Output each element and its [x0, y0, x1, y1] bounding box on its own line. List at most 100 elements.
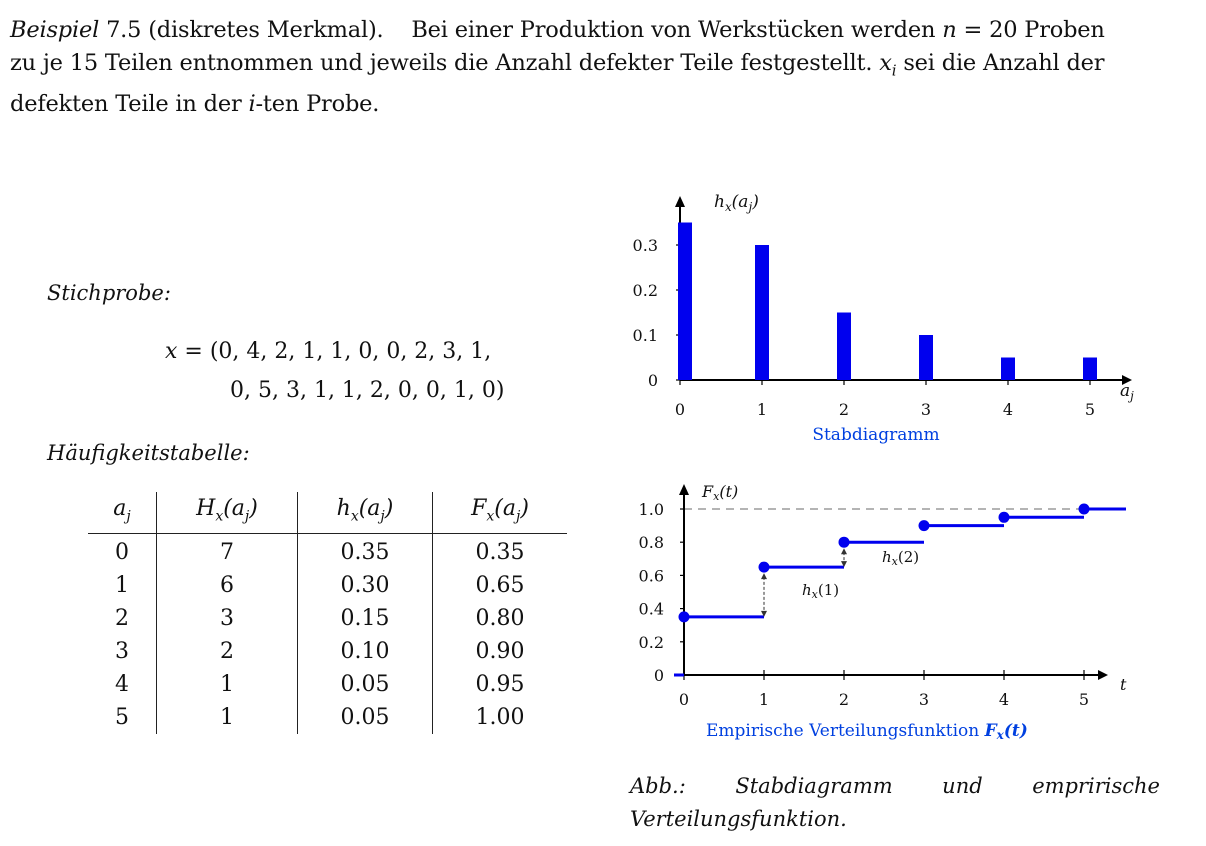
step-point [838, 536, 850, 548]
xi-variable: x [879, 50, 892, 76]
y-axis-label: hx(aj) [714, 192, 759, 214]
xi-subscript: i [891, 61, 897, 80]
table-row: 5 1 0.05 1.00 [88, 701, 567, 735]
annotation-hx-1: hx(1) [802, 581, 839, 601]
table-heading: Häufigkeitstabelle: [47, 441, 250, 465]
table-cell: 1 [88, 569, 157, 603]
step-point [678, 611, 690, 623]
y-tick-label: 0 [648, 371, 658, 390]
y-axis-arrow-icon [679, 484, 689, 495]
table-cell: 3 [88, 635, 157, 669]
annotation-hx-2: hx(2) [882, 548, 919, 568]
x-tick-label: 0 [679, 690, 689, 709]
table-cell: 0 [88, 533, 157, 570]
table-cell: 0.95 [475, 672, 525, 698]
y-axis-label: Fx(t) [701, 482, 738, 503]
bar [919, 335, 933, 380]
bar-chart: 0 0.1 0.2 0.3 0 1 2 3 4 5 hx(aj) aj Stabdiagramm [633, 192, 1135, 445]
x-tick-label: 5 [1079, 690, 1089, 709]
caption-word-1: Abb.: [630, 774, 686, 798]
table-cell: 1 [156, 701, 298, 735]
bar [1001, 357, 1015, 380]
jump-arrow-icon [841, 561, 847, 568]
col-header-hx: hx(aj) [297, 492, 433, 535]
x-tick-label: 1 [757, 400, 767, 419]
sample-heading: Stichprobe: [47, 281, 171, 305]
step-point [1078, 503, 1090, 515]
example-label: Beispiel [10, 17, 100, 43]
jump-arrow-icon [761, 573, 767, 580]
x-tick-label: 4 [1003, 400, 1013, 419]
example-subtitle: (diskretes Merkmal). [148, 17, 384, 43]
x-axis-arrow-icon [1098, 670, 1108, 680]
table-cell: 5 [88, 701, 157, 735]
x-tick-label: 1 [759, 690, 769, 709]
table-cell: 0.05 [297, 668, 433, 702]
table-cell: 3 [156, 602, 298, 636]
table-cell: 0.90 [475, 639, 525, 665]
table-row: 1 6 0.30 0.65 [88, 569, 567, 603]
x-tick-label: 3 [921, 400, 931, 419]
jump-arrow-icon [761, 610, 767, 617]
x-tick-label: 2 [839, 400, 849, 419]
x-tick-label: 5 [1085, 400, 1095, 419]
table-cell: 0.80 [475, 606, 525, 632]
table-cell: 0.05 [297, 701, 433, 735]
y-tick-label: 0.2 [633, 281, 658, 300]
table-cell: 2 [156, 635, 298, 669]
table-cell: 0.30 [297, 569, 433, 603]
col-header-aj: aj [88, 492, 157, 535]
example-number: 7.5 [106, 17, 142, 43]
x-tick-label: 0 [675, 400, 685, 419]
intro-text-4: defekten Teile in der [10, 90, 249, 117]
step-chart: 0 0.2 0.4 0.6 0.8 1.0 0 1 2 3 4 5 hx(1) hx(2) Fx(t) t Em… [639, 482, 1127, 742]
step-point [758, 561, 770, 573]
y-tick-label: 0.3 [633, 236, 658, 255]
table-cell: 7 [156, 533, 298, 570]
frequency-table: aj Hx(aj) hx(aj) Fx(aj) 0 7 0.35 0.35 1 6 0.30… [88, 492, 567, 735]
table-cell: 0.65 [475, 573, 525, 599]
jump-arrow-icon [841, 548, 847, 555]
table-body: 0 7 0.35 0.35 1 6 0.30 0.65 2 3 0.15 0.80 3 2 0.10 0.90… [88, 533, 567, 735]
y-tick-label: 0.8 [639, 533, 664, 552]
table-row: 0 7 0.35 0.35 [88, 533, 567, 570]
table-cell: 0.15 [297, 602, 433, 636]
sample-line-1: x = (0, 4, 2, 1, 1, 0, 0, 2, 3, 1, [165, 339, 492, 364]
sample-line-2: 0, 5, 3, 1, 1, 2, 0, 0, 1, 0) [230, 378, 505, 403]
table-cell: 6 [156, 569, 298, 603]
x-tick-label: 2 [839, 690, 849, 709]
step-point [918, 520, 930, 532]
bar [837, 312, 851, 380]
table-cell: 2 [88, 602, 157, 636]
caption-line-2: Verteilungsfunktion. [630, 807, 847, 831]
step-point [998, 511, 1010, 523]
intro-text-1: Bei einer Produktion von Werkstücken wer… [411, 17, 943, 43]
intro-text-3: sei die Anzahl der [896, 50, 1105, 76]
x-tick-label: 3 [919, 690, 929, 709]
col-header-Fx: Fx(aj) [432, 492, 567, 535]
caption-word-4: emprirische [1032, 774, 1160, 798]
caption-word-2: Stabdiagramm [735, 774, 893, 798]
table-row: 2 3 0.15 0.80 [88, 602, 567, 636]
table-cell: 1.00 [475, 705, 525, 731]
intro-text-5: -ten Probe. [255, 90, 380, 117]
figure-caption: Abb.: Stabdiagramm und emprirische Verte… [630, 770, 1160, 836]
bar-chart-title: Stabdiagramm [812, 425, 939, 445]
y-tick-label: 0.6 [639, 566, 664, 585]
n-variable: n [942, 17, 957, 43]
x-tick-label: 4 [999, 690, 1009, 709]
y-tick-label: 1.0 [639, 500, 664, 519]
bar [678, 222, 692, 380]
intro-text-2: zu je 15 Teilen entnommen und jeweils di… [10, 50, 880, 76]
y-tick-label: 0.4 [639, 600, 664, 619]
table-row: 3 2 0.10 0.90 [88, 635, 567, 669]
table-row: 4 1 0.05 0.95 [88, 668, 567, 702]
step-chart-title: Empirische Verteilungsfunktion Fx(t) [706, 721, 1028, 742]
sample-line-1-rest: = (0, 4, 2, 1, 1, 0, 0, 2, 3, 1, [177, 339, 492, 364]
n-equals: = 20 Proben [956, 17, 1105, 43]
y-tick-label: 0.1 [633, 326, 658, 345]
bar [1083, 357, 1097, 380]
table-cell: 0.35 [297, 533, 433, 570]
x-axis-label: aj [1120, 381, 1134, 403]
col-header-Hx: Hx(aj) [156, 492, 298, 535]
